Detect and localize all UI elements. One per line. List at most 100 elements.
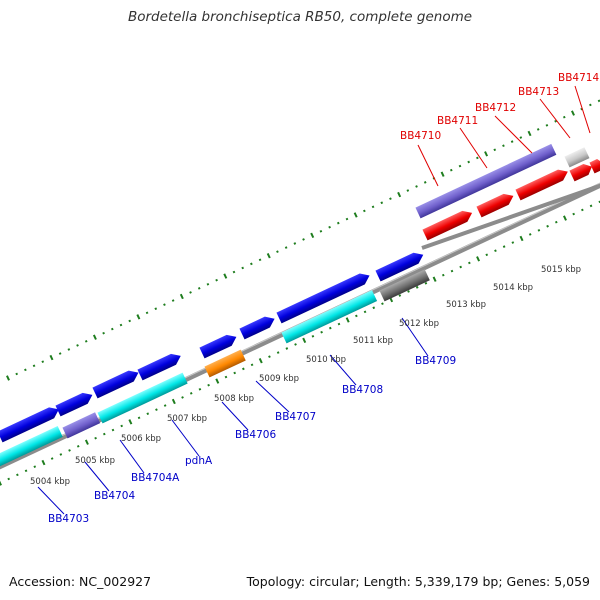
inner-tick bbox=[424, 281, 428, 285]
inner-tick bbox=[84, 439, 89, 445]
gene-arrow bbox=[97, 372, 188, 424]
outer-tick bbox=[266, 253, 271, 259]
outer-tick bbox=[293, 242, 297, 245]
inner-tick bbox=[468, 261, 471, 265]
inner-tick bbox=[76, 444, 80, 448]
outer-tick bbox=[250, 262, 253, 266]
gene-label: BB4712 bbox=[475, 102, 516, 114]
gene-arrow bbox=[422, 210, 473, 241]
inner-tick bbox=[250, 363, 254, 367]
outer-tick bbox=[171, 299, 175, 302]
outer-tick bbox=[423, 181, 427, 184]
accession-label: Accession: NC_002927 bbox=[9, 574, 152, 589]
gene-arrow bbox=[0, 426, 63, 468]
inner-tick bbox=[111, 428, 115, 432]
gene-leader-line bbox=[84, 461, 110, 492]
outer-tick bbox=[440, 171, 445, 177]
outer-tick bbox=[527, 130, 532, 137]
inner-tick bbox=[276, 351, 280, 354]
scale-label: 5010 kbp bbox=[306, 355, 346, 365]
gene-label: BB4709 bbox=[415, 355, 456, 367]
inner-tick bbox=[41, 459, 46, 466]
scale-label: 5014 kbp bbox=[493, 283, 533, 293]
outer-tick bbox=[110, 327, 114, 331]
outer-tick bbox=[284, 246, 288, 249]
outer-tick bbox=[484, 151, 489, 157]
inner-tick bbox=[546, 224, 549, 228]
outer-tick bbox=[449, 168, 453, 172]
outer-tick bbox=[589, 103, 592, 107]
outer-tick bbox=[380, 201, 384, 205]
inner-tick bbox=[59, 453, 63, 456]
outer-tick bbox=[6, 375, 10, 381]
inner-tick bbox=[581, 208, 584, 212]
inner-tick bbox=[345, 317, 350, 323]
gene-arrow bbox=[55, 392, 93, 417]
inner-tick bbox=[572, 212, 576, 216]
gene-arrow bbox=[589, 159, 600, 174]
gene-arrow bbox=[199, 334, 237, 359]
inner-tick bbox=[285, 347, 289, 350]
inner-tick bbox=[268, 355, 271, 358]
gene-leader-line bbox=[255, 380, 290, 413]
inner-tick bbox=[294, 343, 297, 346]
outer-tick bbox=[145, 311, 149, 315]
top-strand-line bbox=[421, 183, 600, 250]
inner-tick bbox=[320, 330, 323, 334]
outer-tick bbox=[92, 334, 97, 340]
gene-leader-line bbox=[459, 127, 488, 169]
inner-tick bbox=[450, 269, 454, 273]
outer-tick bbox=[197, 287, 201, 290]
outer-tick bbox=[458, 164, 462, 168]
outer-tick bbox=[241, 266, 245, 270]
gene-label: BB4713 bbox=[518, 86, 559, 98]
scale-label: 5007 kbp bbox=[167, 414, 207, 424]
inner-tick bbox=[311, 334, 315, 338]
scale-label: 5012 kbp bbox=[399, 319, 439, 329]
inner-tick bbox=[432, 276, 437, 282]
gene-leader-line bbox=[574, 85, 591, 134]
gene-label: BB4714 bbox=[558, 72, 599, 84]
outer-tick bbox=[276, 250, 279, 253]
inner-tick bbox=[363, 310, 367, 314]
outer-tick bbox=[163, 303, 166, 306]
inner-tick bbox=[181, 396, 184, 399]
inner-tick bbox=[120, 424, 124, 428]
inner-tick bbox=[102, 432, 106, 436]
inner-tick bbox=[215, 378, 220, 384]
inner-tick bbox=[398, 294, 402, 297]
outer-tick bbox=[345, 217, 349, 221]
gene-leader-line bbox=[329, 354, 357, 386]
inner-tick bbox=[589, 204, 593, 208]
gene-arrow bbox=[276, 273, 370, 324]
inner-tick bbox=[485, 253, 489, 257]
inner-tick bbox=[198, 387, 202, 391]
inner-tick bbox=[33, 465, 37, 469]
outer-tick bbox=[519, 136, 523, 139]
gene-label: BB4707 bbox=[275, 411, 316, 423]
outer-tick bbox=[15, 372, 19, 376]
inner-tick bbox=[16, 473, 19, 477]
gene-arrow bbox=[137, 353, 181, 381]
outer-tick bbox=[206, 282, 210, 286]
inner-tick bbox=[337, 322, 341, 326]
outer-tick bbox=[136, 314, 141, 320]
inner-tick bbox=[441, 273, 445, 277]
inner-tick bbox=[502, 245, 506, 248]
outer-tick bbox=[49, 354, 54, 361]
gene-leader-line bbox=[401, 317, 429, 357]
gene-label: BB4711 bbox=[437, 115, 478, 127]
feature-track bbox=[0, 143, 600, 468]
outer-tick-track bbox=[6, 99, 600, 381]
outer-tick bbox=[319, 229, 323, 233]
outer-tick bbox=[215, 278, 218, 282]
gene-arrow bbox=[564, 147, 590, 168]
outer-tick bbox=[232, 270, 236, 274]
inner-tick bbox=[459, 265, 463, 269]
gene-arrow bbox=[62, 412, 101, 439]
inner-tick bbox=[328, 326, 332, 330]
inner-tick bbox=[476, 256, 481, 262]
inner-tick bbox=[511, 241, 515, 244]
inner-tick bbox=[242, 367, 245, 371]
outer-tick bbox=[67, 348, 71, 351]
